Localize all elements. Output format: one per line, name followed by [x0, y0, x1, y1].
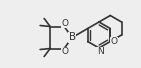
Text: O: O — [110, 37, 117, 46]
Text: O: O — [62, 47, 69, 56]
Text: O: O — [62, 19, 69, 28]
Text: B: B — [69, 33, 76, 42]
Text: N: N — [97, 47, 103, 56]
